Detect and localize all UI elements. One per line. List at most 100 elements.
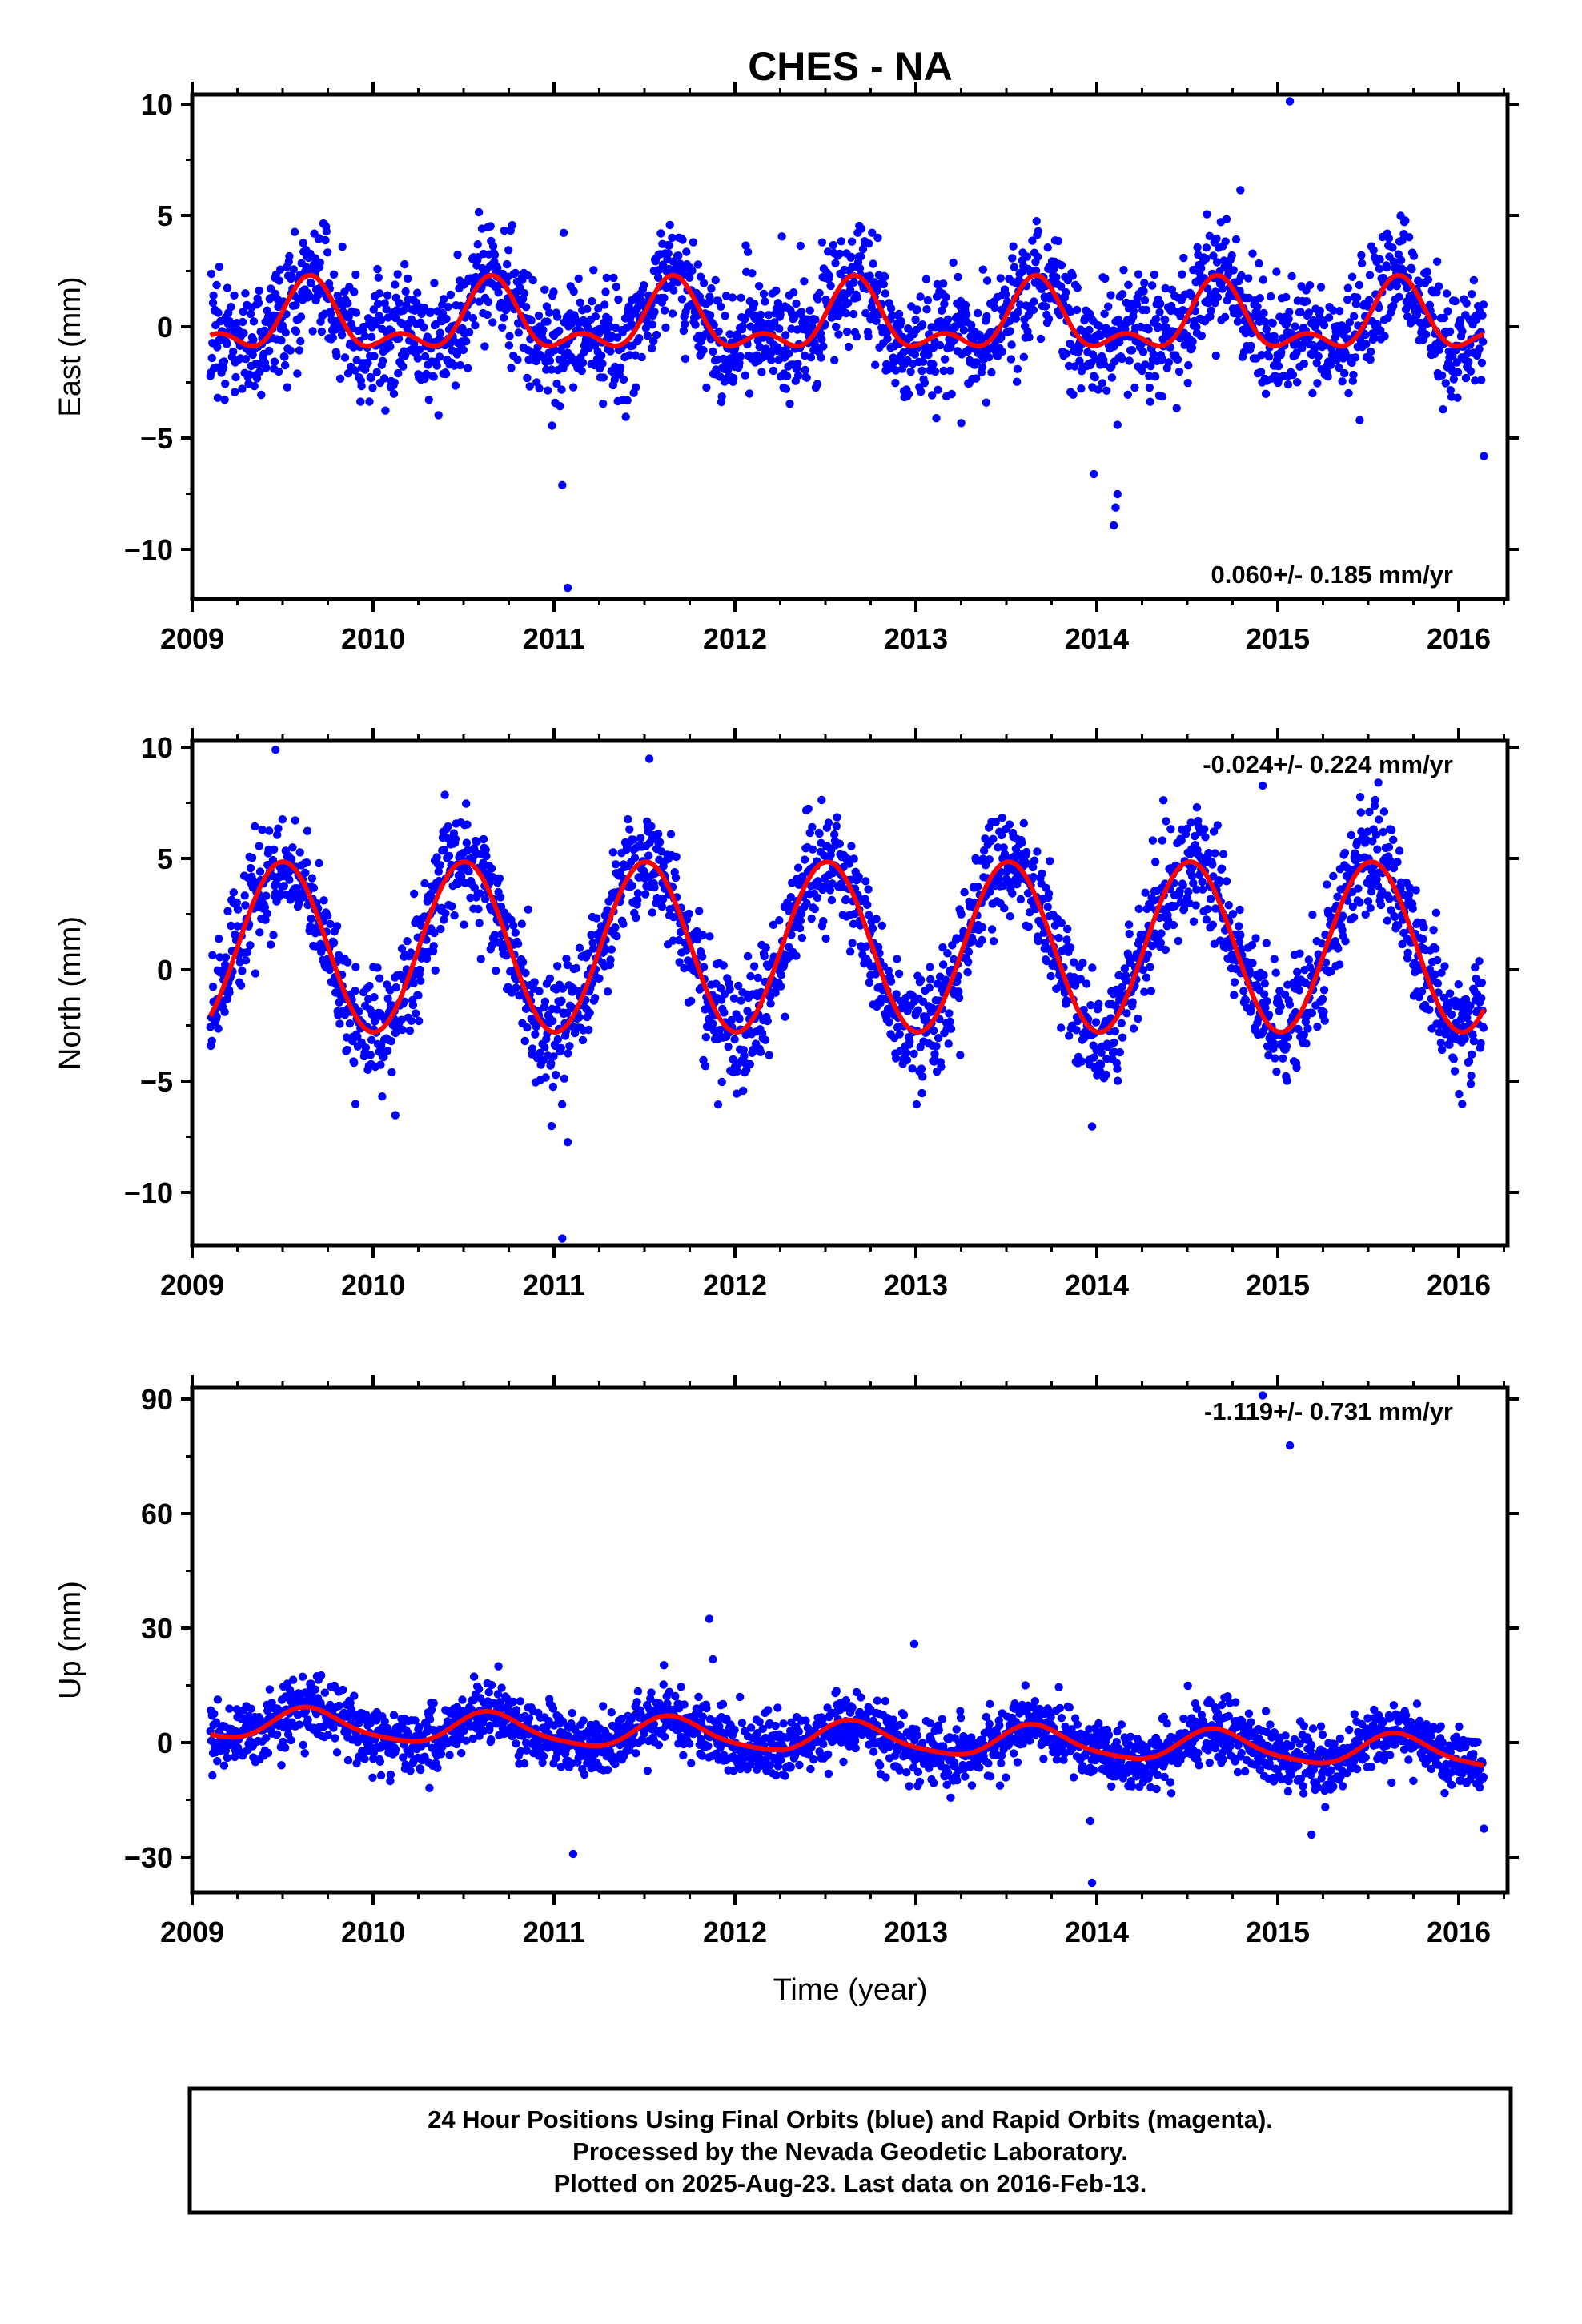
data-point <box>1073 283 1082 292</box>
data-point <box>1449 1055 1459 1063</box>
data-point <box>888 311 897 320</box>
data-point <box>523 373 532 383</box>
data-point <box>656 229 665 238</box>
data-point <box>932 414 941 423</box>
data-point <box>781 1012 789 1021</box>
data-point <box>1183 379 1192 388</box>
data-point <box>904 389 913 399</box>
data-point <box>1159 796 1168 805</box>
data-point <box>1475 957 1484 966</box>
data-point <box>657 902 666 911</box>
data-point <box>1157 929 1166 938</box>
data-point <box>601 287 610 296</box>
data-point <box>1458 327 1467 336</box>
data-point <box>550 346 560 355</box>
x-tick-label: 2011 <box>523 622 585 655</box>
data-point <box>440 790 449 799</box>
data-point <box>746 322 755 331</box>
data-point <box>922 305 931 314</box>
data-point <box>1404 891 1414 899</box>
data-point <box>756 310 765 320</box>
data-point <box>1002 290 1010 299</box>
x-tick-label: 2015 <box>1246 622 1310 655</box>
data-point <box>756 1047 765 1057</box>
data-point <box>475 919 484 927</box>
data-point <box>1259 275 1268 284</box>
data-point <box>225 988 234 997</box>
data-point <box>576 298 584 307</box>
data-point <box>591 994 600 1003</box>
data-point <box>1010 263 1019 271</box>
data-point <box>623 396 632 405</box>
data-point <box>868 228 877 237</box>
data-point <box>881 272 889 281</box>
outlier-point <box>563 1138 572 1147</box>
data-point <box>1334 944 1343 953</box>
data-point <box>1477 978 1487 987</box>
data-point <box>909 1049 918 1059</box>
data-point <box>471 321 480 330</box>
data-point <box>631 351 640 360</box>
data-point <box>824 818 833 827</box>
data-point <box>764 311 773 320</box>
data-point <box>1197 263 1206 273</box>
data-point <box>476 955 485 963</box>
data-point <box>500 313 508 322</box>
data-point <box>588 296 596 306</box>
data-point <box>1442 289 1452 298</box>
data-point <box>1090 1053 1098 1062</box>
data-point <box>737 293 745 302</box>
data-point <box>365 397 374 406</box>
data-point <box>1314 352 1323 360</box>
data-point <box>1343 324 1351 334</box>
data-point <box>436 328 444 337</box>
data-point <box>920 378 930 388</box>
data-point <box>641 890 650 899</box>
data-point <box>1186 818 1195 827</box>
data-point <box>309 883 319 892</box>
data-point <box>1128 998 1137 1007</box>
data-point <box>599 373 608 382</box>
data-point <box>857 252 865 261</box>
data-point <box>239 328 248 338</box>
data-point <box>1129 307 1138 316</box>
data-point <box>1104 302 1113 311</box>
data-point <box>938 960 948 969</box>
data-point <box>1423 275 1433 284</box>
data-point <box>781 331 790 340</box>
data-point <box>1398 236 1407 245</box>
data-point <box>585 1008 594 1018</box>
data-point <box>789 288 798 297</box>
data-point <box>885 1018 893 1027</box>
data-point <box>688 266 697 275</box>
data-point <box>1348 376 1358 385</box>
data-point <box>1099 360 1109 368</box>
data-point <box>231 372 240 382</box>
data-point <box>532 356 540 366</box>
data-point <box>717 392 726 401</box>
data-point <box>367 332 376 341</box>
data-point <box>444 822 452 831</box>
data-point <box>1307 1008 1317 1018</box>
data-point <box>1366 355 1375 364</box>
data-point <box>583 304 592 313</box>
data-point <box>220 1007 229 1016</box>
data-point <box>315 858 323 868</box>
data-point <box>307 874 317 883</box>
data-point <box>500 226 509 235</box>
data-point <box>540 285 549 294</box>
data-point <box>553 1035 562 1044</box>
data-point <box>568 383 578 392</box>
data-point <box>1118 354 1126 364</box>
data-point <box>1283 1032 1293 1042</box>
data-point <box>1476 1039 1485 1048</box>
data-point <box>463 820 472 829</box>
data-point <box>852 332 861 341</box>
data-point <box>1192 323 1201 332</box>
data-point <box>636 834 645 842</box>
data-point <box>916 292 925 301</box>
data-point <box>1085 325 1094 335</box>
data-point <box>1401 304 1411 314</box>
data-point <box>1419 923 1428 932</box>
